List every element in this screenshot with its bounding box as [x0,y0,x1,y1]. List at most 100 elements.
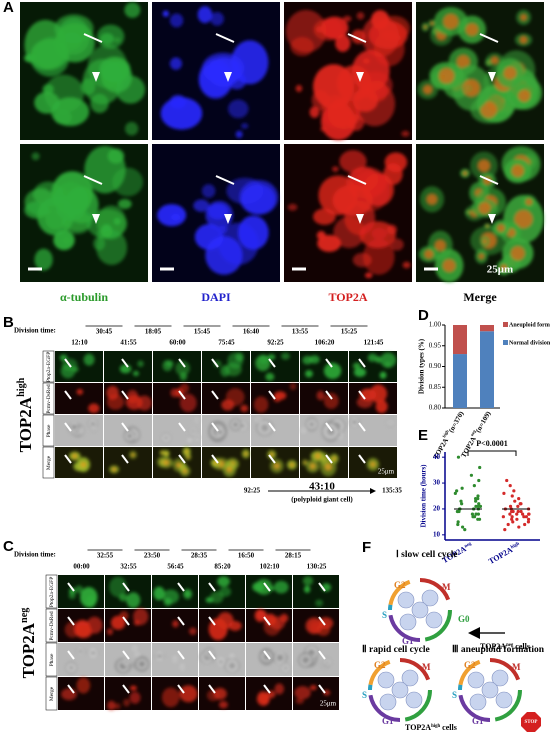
arrow [347,33,367,43]
nucleus [510,246,525,261]
cell [51,97,90,127]
cycle-arc [458,659,481,686]
arrow [67,582,75,592]
point [516,504,520,508]
panel-label: F [362,539,371,556]
nucleus [184,449,189,454]
arrow [358,454,366,464]
cells [65,647,99,675]
phase-label: S [452,690,457,700]
cell [375,356,382,364]
row-label: Merge [46,455,52,470]
cell [53,181,89,222]
x-tick-label: TOP2Ahigh [487,540,522,566]
cell [84,145,126,194]
cell-edge [217,658,225,666]
cell [356,11,365,20]
arrow [121,422,129,432]
cells [156,447,192,477]
cell [194,224,224,250]
arrow [177,616,185,626]
time-label: 106:20 [315,339,335,347]
arrow [178,422,186,432]
cells [285,9,411,141]
x-tick-label-sup: neg [464,541,473,549]
cell [313,18,343,41]
cells [316,390,339,410]
nucleus [423,84,433,95]
point [457,509,461,514]
cells [64,616,103,639]
nucleus [443,13,459,30]
cell [273,580,289,594]
cells [153,586,193,606]
arrowhead [356,214,364,224]
cells [352,352,397,379]
cell [76,621,88,630]
cell [76,677,91,694]
row-label-box [42,414,55,447]
arrow [325,454,333,464]
y-axis-title: Division types (%) [418,338,426,394]
cell [133,620,141,626]
arrow [268,422,276,432]
cycle-arc [368,694,401,722]
duration-label: 18:05 [145,328,162,336]
panel-label: C [3,538,14,555]
cell [294,686,311,700]
arrowhead [488,214,496,224]
cell [386,224,397,235]
cell [272,652,288,664]
cell [281,352,290,360]
cell [90,93,109,114]
cell-edge [324,659,331,666]
nucleus [434,239,446,251]
cell-edge [156,652,163,660]
cell-icon [491,669,509,687]
cell [157,204,187,227]
point [519,502,523,506]
giant-end: 135:35 [382,487,402,495]
cell-edge [261,651,272,662]
cell [305,369,313,378]
bar [480,331,494,408]
cells [298,645,332,670]
panel-label: A [3,0,14,16]
arrow [208,582,216,592]
arrow [64,390,72,400]
arrow [121,390,129,400]
cells [302,355,342,379]
point [476,517,480,521]
cell [401,130,410,137]
point [511,520,515,524]
cell [119,364,132,374]
cells [107,685,141,711]
cell [123,698,131,707]
cells [221,388,249,413]
annotation: P<0.0001 [476,439,507,448]
point [513,499,517,503]
arrow [211,422,219,432]
cells [68,451,91,473]
cells [254,609,289,636]
cell-icon [397,591,415,609]
arrow [215,33,235,43]
cells-label-sup: neg [506,643,514,648]
duration-label: 16:50 [238,552,255,560]
cell [321,420,341,443]
phase-label: G2 [394,580,406,590]
point [453,491,457,496]
cell [130,685,137,691]
cell [106,628,113,636]
cell [115,75,146,104]
cell [210,591,224,604]
cell [136,395,152,411]
point [478,465,482,470]
cycle-arc [458,694,491,722]
cell [323,689,331,696]
cell-edge [190,428,197,434]
point [510,509,514,514]
arrow [347,175,367,185]
cell [86,209,128,239]
row-label-box [45,608,58,643]
